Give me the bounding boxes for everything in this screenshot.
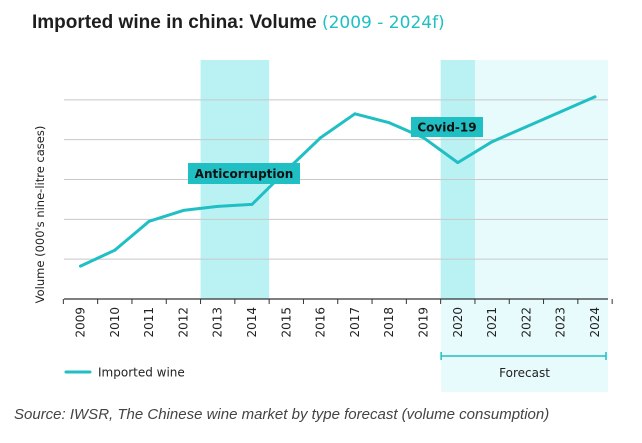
annotation-label-1: Anticorruption [195, 167, 294, 181]
annotation-label-2: Covid-19 [417, 121, 476, 135]
annotation-label-bg-1 [188, 163, 300, 184]
chart-title-main: Imported wine in china: Volume [32, 12, 317, 33]
data-point [353, 112, 357, 116]
chart-title-range: (2009 - 2024f) [321, 13, 445, 33]
annotation-label-bg-2 [411, 117, 483, 137]
x-tick-label: 2009 [74, 307, 88, 338]
y-axis-label: Volume (000's nine-litre cases) [33, 126, 47, 304]
x-tick-label: 2022 [519, 307, 533, 338]
data-point [147, 219, 151, 223]
data-point [79, 264, 82, 268]
x-tick-label: 2016 [314, 307, 328, 338]
data-point [250, 202, 254, 206]
legend-label: Imported wine [98, 366, 185, 380]
data-point [593, 95, 597, 99]
data-point [319, 136, 322, 140]
x-tick-label: 2010 [108, 307, 122, 338]
x-tick-label: 2019 [417, 307, 431, 338]
x-tick-label: 2024 [588, 307, 602, 338]
x-tick-label: 2014 [245, 307, 259, 338]
x-tick-label: 2013 [211, 307, 225, 338]
chart-title: Imported wine in china: Volume (2009 - 2… [32, 12, 445, 34]
x-tick-label: 2017 [348, 307, 362, 338]
data-point [490, 140, 494, 144]
x-tick-label: 2012 [176, 307, 190, 338]
series-line-imported-wine [79, 95, 597, 268]
x-tick-label: 2011 [142, 307, 156, 338]
x-tick-label: 2015 [279, 307, 293, 338]
x-tick-label: 2018 [382, 307, 396, 338]
data-point [525, 125, 528, 129]
data-point [182, 208, 185, 212]
data-point [113, 248, 117, 252]
x-tick-label: 2023 [554, 307, 568, 338]
line-chart: 2009 2010 2011 2012 2013 2014 2015 2016 2017 2018… [33, 60, 613, 392]
data-point [216, 204, 220, 208]
data-point [387, 121, 391, 125]
source-note: Source: IWSR, The Chinese wine market by… [14, 406, 550, 423]
forecast-label: Forecast [499, 366, 550, 380]
x-tick-label: 2020 [451, 307, 465, 338]
x-tick-label: 2021 [485, 307, 499, 338]
data-point [559, 110, 563, 114]
data-point [456, 161, 460, 164]
